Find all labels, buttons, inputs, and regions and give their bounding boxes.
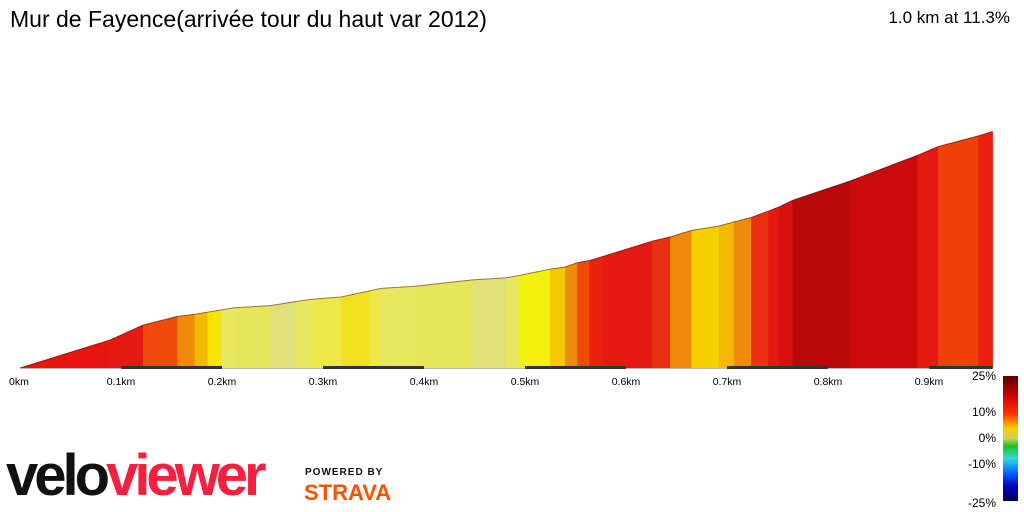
profile-segment xyxy=(917,146,939,369)
profile-segment xyxy=(414,279,473,369)
climb-summary: 1.0 km at 11.3% xyxy=(888,8,1010,27)
profile-segment xyxy=(670,230,692,369)
x-tick-label: 0.2km xyxy=(208,376,237,388)
profile-segment xyxy=(589,255,605,369)
profile-segment xyxy=(506,275,520,369)
profile-segment xyxy=(380,286,416,369)
profile-segment xyxy=(733,217,752,369)
x-tick-label: 0.1km xyxy=(107,376,136,388)
profile-segment xyxy=(565,262,578,369)
x-tick-label: 0.6km xyxy=(612,376,641,388)
profile-segment xyxy=(177,313,195,369)
veloviewer-logo: veloviewer xyxy=(6,443,267,508)
profile-segment xyxy=(296,298,313,369)
profile-segment xyxy=(691,225,720,369)
profile-segment xyxy=(233,305,271,369)
profile-segment xyxy=(311,296,342,369)
profile-segment xyxy=(270,301,297,369)
x-tick-label: 0.4km xyxy=(410,376,439,388)
profile-outline xyxy=(19,131,993,369)
profile-segment xyxy=(718,221,735,369)
axis-band xyxy=(121,366,222,369)
profile-segment xyxy=(220,307,235,369)
profile-segment xyxy=(937,135,979,369)
powered-by-label: POWERED BY xyxy=(305,467,384,478)
profile-segment xyxy=(550,266,566,369)
x-tick-label: 0km xyxy=(9,376,29,388)
profile-segment xyxy=(603,240,653,369)
profile-segment xyxy=(978,131,993,369)
profile-segment xyxy=(340,290,371,369)
x-tick-label: 0.5km xyxy=(511,376,540,388)
profile-segment xyxy=(779,199,793,369)
gradient-legend-bar xyxy=(1003,376,1018,501)
axis-band xyxy=(929,366,993,369)
x-tick-label: 0.3km xyxy=(309,376,338,388)
profile-segment xyxy=(849,154,919,369)
profile-segment xyxy=(750,210,769,369)
profile-segment xyxy=(577,260,590,369)
axis-band xyxy=(323,366,424,369)
profile-segment xyxy=(109,324,144,369)
profile-segment xyxy=(472,277,508,369)
x-tick-label: 0.9km xyxy=(915,376,944,388)
legend-label: 10% xyxy=(972,405,996,419)
legend-label: -10% xyxy=(968,457,996,471)
axis-band xyxy=(525,366,626,369)
strava-logo: STRAVA xyxy=(304,480,392,505)
legend-label: -25% xyxy=(968,496,996,510)
profile-segment xyxy=(652,236,671,369)
axis-band xyxy=(727,366,828,369)
profile-segment xyxy=(518,268,551,369)
profile-segment xyxy=(792,180,851,369)
profile-segment xyxy=(370,288,381,369)
profile-segment xyxy=(207,309,222,369)
profile-segment xyxy=(768,206,780,369)
legend-label: 25% xyxy=(972,369,996,383)
chart-title: Mur de Fayence(arrivée tour du haut var … xyxy=(10,6,487,32)
x-tick-label: 0.8km xyxy=(814,376,843,388)
legend-label: 0% xyxy=(979,431,997,445)
x-tick-label: 0.7km xyxy=(713,376,742,388)
profile-segment xyxy=(194,311,209,369)
